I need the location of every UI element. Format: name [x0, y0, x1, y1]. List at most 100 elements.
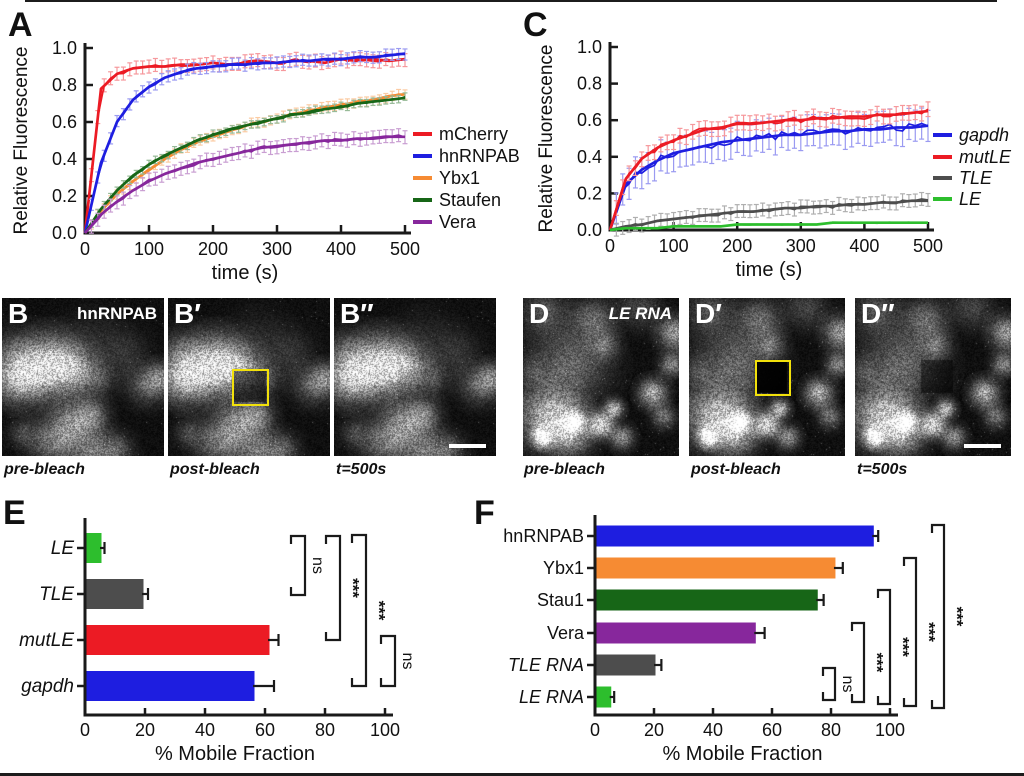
caption-b-t500: t=500s: [336, 461, 387, 478]
x-tick-label: 300: [786, 236, 816, 256]
x-axis-title: % Mobile Fraction: [155, 743, 315, 765]
frame-letter-b-prime: B′: [174, 298, 201, 329]
series-LE: [609, 221, 929, 232]
error-bars: [88, 50, 408, 183]
micrograph-image: [855, 298, 1011, 456]
significance-bracket-0: ns: [289, 534, 326, 597]
category-label-Vera: Vera: [547, 623, 585, 643]
error-bars: [88, 88, 408, 230]
y-axis-title: Relative Fluorescence: [11, 47, 32, 235]
bar-Ybx1: [596, 557, 844, 579]
fit-curve: [608, 109, 929, 231]
x-tick-label: 40: [703, 720, 723, 740]
micrograph-image: [523, 298, 679, 456]
series-Ybx1: [83, 88, 408, 234]
significance-label: ***: [920, 622, 939, 642]
legend-item-mCherry: mCherry: [413, 124, 508, 144]
frame-letter-d: D: [529, 298, 550, 329]
data-trace: [84, 134, 406, 234]
legend-label: gapdh: [959, 125, 1009, 145]
y-tick-label: 0.0: [52, 223, 77, 243]
series-Staufen: [83, 92, 408, 234]
x-tick-label: 20: [135, 720, 155, 740]
bar-Stau1: [596, 589, 825, 611]
micrograph-d-post: D′: [689, 298, 845, 456]
y-axis-title: Relative Fluorescence: [536, 45, 557, 233]
fit-curve: [609, 221, 928, 232]
significance-bracket-0: ns: [821, 666, 856, 702]
micrograph-image: [168, 298, 330, 456]
series-hnRNPAB: [83, 47, 408, 234]
frap-chart-c: 0 100 200 300 400 500 0.0 0.2 0.4 0.6 0.8 1.0 time (…: [536, 37, 1012, 281]
legend-label: Staufen: [439, 190, 501, 210]
y-tick-label: 0.0: [577, 220, 602, 240]
fit-curve: [83, 96, 406, 234]
category-label-Ybx1: Ybx1: [543, 558, 584, 578]
legend-item-Vera: Vera: [413, 212, 477, 232]
axes: 0 100 200 300 400 500 0.0 0.2 0.4 0.6 0.8 1.0 time (…: [536, 37, 943, 281]
fit-curve: [608, 124, 929, 231]
scale-bar: [964, 444, 1001, 448]
micrograph-b-pre: B hnRNPAB: [2, 298, 164, 456]
series-TLE: [609, 191, 931, 237]
legend-item-gapdh: gapdh: [933, 125, 1009, 145]
axes: 0 100 200 300 400 500 0.0 0.2 0.4 0.6 0.8 1.0 time (…: [11, 38, 420, 284]
frame-letter-b-doubleprime: B″: [340, 298, 374, 329]
frame-letter-b: B: [8, 298, 29, 329]
mobile-fraction-chart-e: 0 20 40 60 80 100 % Mobile Fraction LE TLE mutLE g…: [19, 518, 416, 765]
legend-label: mCherry: [439, 124, 508, 144]
bar-Vera: [596, 622, 766, 644]
x-tick-label: 0: [80, 239, 90, 259]
x-tick-label: 100: [875, 720, 905, 740]
y-tick-label: 0.6: [577, 110, 602, 130]
bleach-roi-box: [232, 369, 269, 406]
significance-bracket-2: ***: [350, 533, 389, 688]
caption-d-post: post-bleach: [691, 461, 781, 478]
x-tick-label: 0: [605, 236, 615, 256]
x-tick-label: 40: [195, 720, 215, 740]
fit-curve: [83, 52, 406, 234]
bar-LE-RNA: [596, 686, 616, 708]
category-label-mutLE: mutLE: [19, 630, 74, 651]
significance-label: ***: [894, 637, 913, 657]
micrograph-d-t500: D″: [855, 298, 1011, 456]
series-mCherry: [83, 50, 408, 234]
legend-label: TLE: [959, 168, 993, 188]
y-tick-label: 1.0: [577, 37, 602, 57]
figure-border-bottom: [0, 773, 1024, 776]
axes: 0 20 40 60 80 100 % Mobile Fraction LE TLE mutLE g…: [19, 518, 400, 765]
legend-item-Ybx1: Ybx1: [413, 168, 480, 188]
x-tick-label: 0: [80, 720, 90, 740]
x-tick-label: 20: [644, 720, 664, 740]
error-bars: [88, 92, 408, 228]
panel-letter-a: A: [8, 6, 33, 44]
category-label-LE: LE: [51, 538, 75, 559]
figure-border-top: [25, 0, 997, 2]
bar-hnRNPAB: [596, 525, 880, 547]
y-tick-label: 1.0: [52, 38, 77, 58]
caption-b-post: post-bleach: [170, 461, 260, 478]
significance-label: ***: [948, 607, 967, 627]
panel-letter-f: F: [474, 494, 495, 532]
legend-label: Vera: [439, 212, 477, 232]
y-tick-label: 0.4: [577, 147, 602, 167]
micrograph-d-pre: D LE RNA: [523, 298, 679, 456]
significance-bracket-4: ***: [930, 523, 967, 710]
significance-label: ns: [399, 653, 416, 670]
significance-bracket-2: ***: [876, 588, 913, 706]
bar-mutLE: [86, 625, 280, 655]
frap-chart-a: 0 100 200 300 400 500 0.0 0.2 0.4 0.6 0.8 1.0 time (…: [11, 38, 520, 284]
micrograph-image: [689, 298, 845, 456]
x-tick-label: 60: [762, 720, 782, 740]
x-tick-label: 200: [722, 236, 752, 256]
caption-d-t500: t=500s: [857, 461, 908, 478]
data-trace: [84, 93, 406, 234]
micrograph-b-post: B′: [168, 298, 330, 456]
micrograph-image: [2, 298, 164, 456]
micrograph-image: [334, 298, 496, 456]
x-tick-label: 80: [315, 720, 335, 740]
y-tick-label: 0.8: [577, 74, 602, 94]
